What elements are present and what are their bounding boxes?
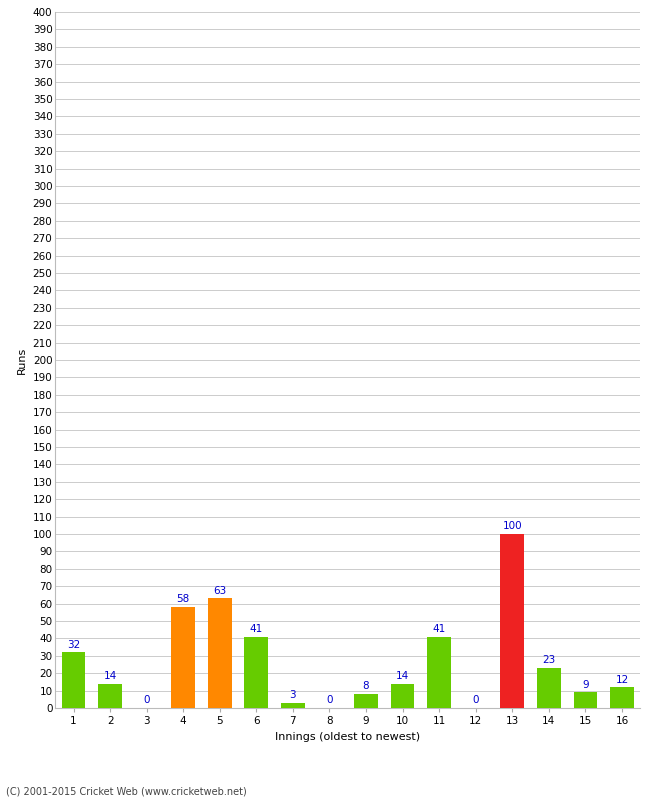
Bar (98, 684, 122, 708)
Bar (281, 702, 305, 708)
Text: 12: 12 (616, 674, 629, 685)
Bar (427, 637, 451, 708)
Bar (610, 687, 634, 708)
Bar (62, 652, 85, 708)
Bar (500, 534, 524, 708)
Text: 23: 23 (542, 655, 556, 666)
Text: 8: 8 (363, 682, 369, 691)
Bar (537, 668, 561, 708)
Bar (354, 694, 378, 708)
Bar (172, 607, 195, 708)
Text: 9: 9 (582, 680, 589, 690)
Text: 14: 14 (396, 671, 410, 681)
Text: 41: 41 (250, 624, 263, 634)
Text: 32: 32 (67, 640, 80, 650)
Text: (C) 2001-2015 Cricket Web (www.cricketweb.net): (C) 2001-2015 Cricket Web (www.cricketwe… (6, 786, 247, 796)
Bar (244, 637, 268, 708)
Text: 41: 41 (432, 624, 446, 634)
Text: 58: 58 (177, 594, 190, 605)
Bar (391, 684, 415, 708)
Bar (573, 692, 597, 708)
Text: 3: 3 (290, 690, 296, 700)
Y-axis label: Runs: Runs (17, 346, 27, 374)
Text: 14: 14 (103, 671, 117, 681)
Bar (208, 598, 231, 708)
Text: 0: 0 (473, 695, 479, 706)
Text: 100: 100 (502, 522, 522, 531)
Text: 63: 63 (213, 586, 226, 596)
Text: 0: 0 (144, 695, 150, 706)
X-axis label: Innings (oldest to newest): Innings (oldest to newest) (275, 732, 421, 742)
Text: 0: 0 (326, 695, 333, 706)
